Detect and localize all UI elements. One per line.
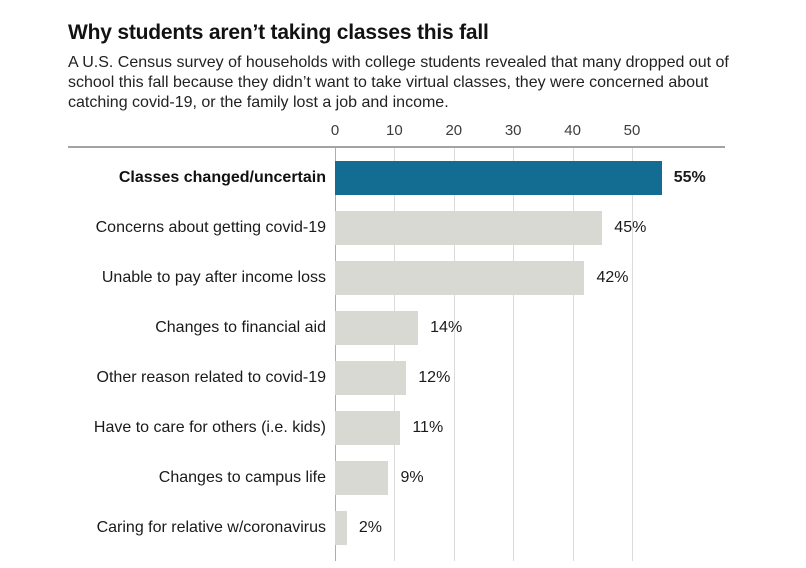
value-label: 55% <box>673 169 706 186</box>
value-label: 14% <box>430 319 463 336</box>
bar <box>335 261 585 295</box>
bar-track: 11% <box>335 411 725 445</box>
gridline <box>453 148 455 561</box>
x-axis-tick-label: 0 <box>330 122 340 139</box>
category-label: Classes changed/uncertain <box>118 169 326 186</box>
x-axis-tick-label: 40 <box>564 122 581 139</box>
value-label: 2% <box>358 519 382 536</box>
bar <box>335 361 407 395</box>
bar-track: 14% <box>335 311 725 345</box>
bar-track: 9% <box>335 461 725 495</box>
bar-row: Classes changed/uncertain 55% <box>68 153 725 203</box>
bar-row: Changes to financial aid 14% <box>68 303 725 353</box>
category-label: Have to care for others (i.e. kids) <box>93 419 326 436</box>
bar-track: 2% <box>335 511 725 545</box>
zero-baseline <box>335 148 336 561</box>
gridline <box>632 148 633 561</box>
chart-subtitle: A U.S. Census survey of households with … <box>68 54 729 111</box>
x-axis-tick-label: 10 <box>386 122 403 139</box>
x-axis-tick-label: 30 <box>504 122 522 139</box>
bar-row: Changes to campus life 9% <box>68 453 725 503</box>
category-label: Caring for relative w/coronavirus <box>96 519 326 536</box>
bar-track: 55% <box>335 161 725 195</box>
value-label: 45% <box>614 219 647 236</box>
bar-row: Unable to pay after income loss 42% <box>68 253 725 303</box>
x-axis-line <box>68 146 725 148</box>
bar-track: 45% <box>335 211 725 245</box>
bar-row: Caring for relative w/coronavirus 2% <box>68 503 725 553</box>
gridline <box>572 148 574 561</box>
bar <box>335 411 401 445</box>
bar-track: 42% <box>335 261 725 295</box>
bar-chart: 0 10 20 30 40 50 Classes changed/uncertain 55%… <box>68 113 725 561</box>
bar <box>335 161 662 195</box>
bar <box>335 311 419 345</box>
value-label: 42% <box>596 269 629 286</box>
bar <box>335 511 347 545</box>
x-axis-tick-label: 50 <box>623 122 641 139</box>
category-label: Other reason related to covid-19 <box>96 369 326 386</box>
gridline <box>513 148 515 561</box>
value-label: 11% <box>412 419 444 436</box>
category-label: Unable to pay after income loss <box>101 269 326 286</box>
category-label: Concerns about getting covid-19 <box>95 219 326 236</box>
chart-title: Why students aren’t taking classes this … <box>68 21 489 44</box>
x-axis-tick-row: 0 10 20 30 40 50 <box>68 113 725 146</box>
gridline <box>394 148 396 561</box>
category-label: Changes to financial aid <box>155 319 326 336</box>
bar-track: 12% <box>335 361 725 395</box>
value-label: 12% <box>418 369 451 386</box>
value-label: 9% <box>400 469 424 486</box>
bar-rows: Classes changed/uncertain 55% Concerns abo… <box>68 153 725 553</box>
plot-area: Classes changed/uncertain 55% Concerns abo… <box>68 148 725 561</box>
category-label: Changes to campus life <box>158 469 326 486</box>
bar-row: Have to care for others (i.e. kids) 11% <box>68 403 725 453</box>
bar <box>335 211 603 245</box>
bar <box>335 461 389 495</box>
bar-row: Concerns about getting covid-19 45% <box>68 203 725 253</box>
bar-row: Other reason related to covid-19 12% <box>68 353 725 403</box>
x-axis-tick-label: 20 <box>445 122 463 139</box>
